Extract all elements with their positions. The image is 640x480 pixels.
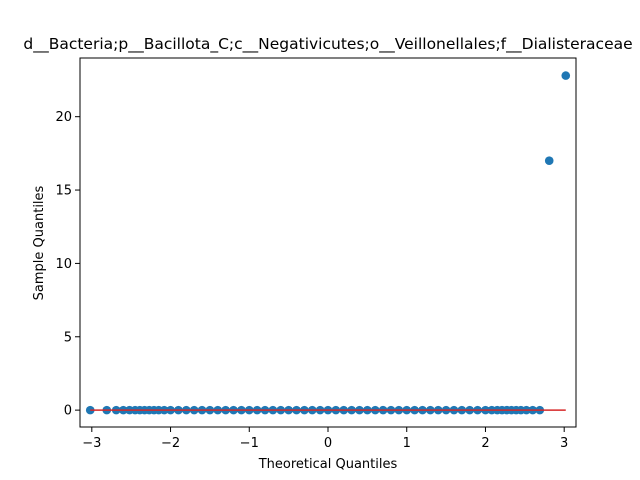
y-tick-label: 0 (64, 404, 72, 419)
y-tick-label: 20 (55, 110, 72, 125)
x-tick-label: 0 (324, 436, 332, 451)
y-axis-ticks: 0 5 10 15 20 (55, 110, 80, 419)
x-axis-ticks: −3 −2 −1 0 1 2 3 (82, 427, 568, 451)
y-tick-label: 5 (64, 330, 72, 345)
x-tick-label: 3 (560, 436, 568, 451)
data-point (561, 71, 571, 80)
y-axis-label: Sample Quantiles (32, 185, 47, 300)
y-tick-label: 15 (55, 184, 72, 199)
x-tick-label: −1 (240, 436, 259, 451)
data-point (544, 156, 554, 166)
x-tick-label: −3 (82, 436, 101, 451)
x-axis-label: Theoretical Quantiles (258, 457, 398, 472)
x-tick-label: 2 (481, 436, 489, 451)
x-tick-label: 1 (403, 436, 411, 451)
chart-title: d__Bacteria;p__Bacillota_C;c__Negativicu… (23, 35, 632, 54)
y-tick-label: 10 (55, 257, 72, 272)
plot-area (85, 71, 571, 415)
axes-frame (79, 57, 577, 428)
x-tick-label: −2 (161, 436, 180, 451)
